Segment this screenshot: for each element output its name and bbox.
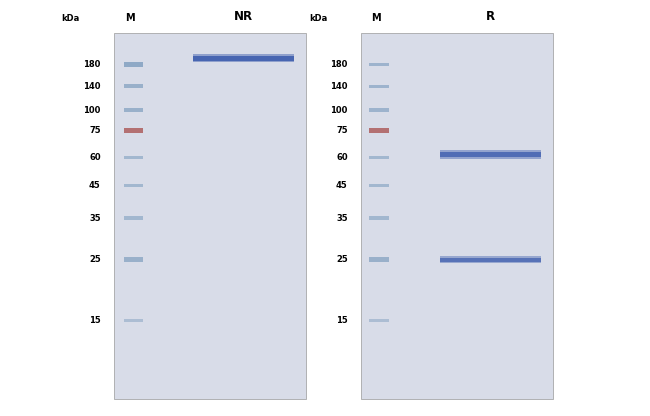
Text: 100: 100 <box>330 106 348 115</box>
Text: 15: 15 <box>89 316 101 325</box>
Text: 35: 35 <box>336 214 348 223</box>
Bar <box>114 33 306 399</box>
Text: 180: 180 <box>330 60 348 69</box>
Text: 140: 140 <box>330 82 348 91</box>
Bar <box>369 183 389 187</box>
Text: 25: 25 <box>89 255 101 264</box>
Text: 60: 60 <box>336 153 348 162</box>
Text: 140: 140 <box>83 82 101 91</box>
Bar <box>369 62 389 66</box>
Text: 45: 45 <box>89 181 101 190</box>
Text: 60: 60 <box>89 153 101 162</box>
Bar <box>441 149 541 158</box>
Text: 75: 75 <box>89 126 101 135</box>
Text: 15: 15 <box>336 316 348 325</box>
Bar <box>124 128 143 133</box>
Bar <box>369 156 389 159</box>
Bar <box>124 108 143 112</box>
Bar <box>124 156 143 159</box>
Bar <box>124 216 143 220</box>
Text: 45: 45 <box>336 181 348 190</box>
Text: 25: 25 <box>336 255 348 264</box>
Bar <box>369 128 389 133</box>
Text: R: R <box>486 10 495 23</box>
Bar <box>361 33 552 399</box>
Text: 180: 180 <box>83 60 101 69</box>
Bar <box>194 54 294 62</box>
Bar <box>441 149 541 152</box>
Bar <box>369 216 389 220</box>
Bar <box>124 183 143 187</box>
Bar <box>441 262 541 263</box>
Bar <box>124 84 143 88</box>
Bar <box>124 319 143 322</box>
Bar <box>441 256 541 263</box>
Text: 35: 35 <box>89 214 101 223</box>
Text: kDa: kDa <box>62 14 80 23</box>
Text: M: M <box>371 13 380 23</box>
Bar <box>369 109 389 112</box>
Bar <box>124 258 143 262</box>
Bar <box>194 54 294 56</box>
Bar <box>441 256 541 258</box>
Text: NR: NR <box>234 10 254 23</box>
Bar <box>369 319 389 322</box>
Bar <box>194 61 294 63</box>
Bar <box>441 157 541 159</box>
Text: M: M <box>125 13 135 23</box>
Text: kDa: kDa <box>309 14 327 23</box>
Text: 100: 100 <box>83 106 101 115</box>
Bar <box>369 258 389 262</box>
Bar <box>124 62 143 67</box>
Text: 75: 75 <box>336 126 348 135</box>
Bar <box>369 85 389 88</box>
